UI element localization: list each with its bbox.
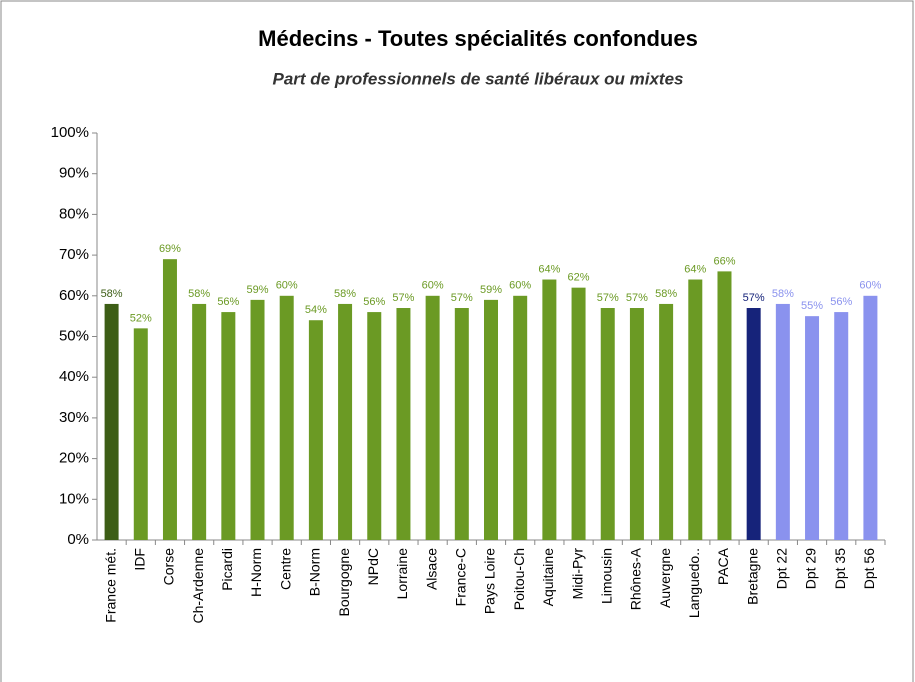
x-tick-label: Poitou-Ch xyxy=(511,548,527,610)
value-label: 56% xyxy=(363,296,385,308)
value-label: 56% xyxy=(217,296,239,308)
value-label: 57% xyxy=(451,292,473,304)
x-tick-label: Dpt 29 xyxy=(803,548,819,589)
x-tick-label: Centre xyxy=(277,548,293,590)
value-label: 60% xyxy=(422,280,444,292)
value-label: 57% xyxy=(743,292,765,304)
y-tick-label: 10% xyxy=(59,490,89,507)
bar xyxy=(542,279,557,540)
value-label: 64% xyxy=(684,263,706,275)
bar xyxy=(221,312,236,540)
value-label: 60% xyxy=(859,280,881,292)
bar xyxy=(425,295,440,540)
x-tick-label: Dpt 22 xyxy=(774,548,790,589)
y-tick-label: 60% xyxy=(59,287,89,304)
bar xyxy=(104,303,119,540)
value-label: 58% xyxy=(772,288,794,300)
x-tick-label: H-Norm xyxy=(248,548,264,597)
value-label: 60% xyxy=(276,280,298,292)
x-tick-label: Aquitaine xyxy=(540,548,556,607)
value-label: 69% xyxy=(159,243,181,255)
bar xyxy=(396,308,411,540)
bar xyxy=(659,303,674,540)
bar xyxy=(367,312,382,540)
value-label: 58% xyxy=(655,288,677,300)
x-tick-label: Rhônes-A xyxy=(628,547,644,610)
value-label: 57% xyxy=(597,292,619,304)
bar xyxy=(192,303,207,540)
y-tick-label: 70% xyxy=(59,246,89,263)
y-tick-label: 50% xyxy=(59,327,89,344)
x-tick-label: France-C xyxy=(453,548,469,606)
x-tick-label: B-Norm xyxy=(307,548,323,596)
y-tick-label: 0% xyxy=(67,531,89,548)
value-label: 58% xyxy=(188,288,210,300)
x-tick-label: Languedo.. xyxy=(686,548,702,618)
value-label: 60% xyxy=(509,280,531,292)
x-tick-label: Dpt 35 xyxy=(832,548,848,589)
x-tick-label: Midi-Pyr xyxy=(569,548,585,600)
chart-subtitle: Part de professionnels de santé libéraux… xyxy=(273,69,684,88)
x-tick-label: Ch-Ardenne xyxy=(190,548,206,624)
x-tick-label: Alsace xyxy=(423,548,439,590)
x-tick-label: NPdC xyxy=(365,548,381,585)
bar xyxy=(454,308,469,540)
value-label: 58% xyxy=(334,288,356,300)
x-tick-label: Pays Loire xyxy=(482,548,498,614)
x-tick-label: Bretagne xyxy=(744,548,760,605)
x-tick-label: IDF xyxy=(131,548,147,571)
x-tick-label: Corse xyxy=(161,548,177,586)
x-tick-label: Auvergne xyxy=(657,548,673,608)
bar xyxy=(308,320,323,540)
y-tick-label: 20% xyxy=(59,450,89,467)
bar xyxy=(250,299,265,540)
bar xyxy=(688,279,703,540)
x-tick-label: Bourgogne xyxy=(336,548,352,617)
bar xyxy=(162,259,177,540)
value-label: 58% xyxy=(101,288,123,300)
bar xyxy=(484,299,498,540)
bar xyxy=(571,287,586,540)
bar xyxy=(805,316,820,540)
value-label: 64% xyxy=(538,263,560,275)
value-label: 62% xyxy=(568,272,590,284)
bar xyxy=(133,328,148,540)
chart-title: Médecins - Toutes spécialités confondues xyxy=(258,26,698,51)
bar xyxy=(513,295,528,540)
x-tick-label: Lorraine xyxy=(394,548,410,600)
value-label: 66% xyxy=(713,255,735,267)
bar xyxy=(629,308,644,540)
value-label: 57% xyxy=(626,292,648,304)
x-tick-label: Picardi xyxy=(219,548,235,591)
value-label: 55% xyxy=(801,300,823,312)
bar xyxy=(338,303,353,540)
value-label: 57% xyxy=(392,292,414,304)
x-tick-label: PACA xyxy=(715,547,731,585)
x-tick-label: France mét. xyxy=(102,548,118,623)
value-label: 59% xyxy=(480,284,502,296)
x-tick-label: Limousin xyxy=(598,548,614,604)
value-label: 56% xyxy=(830,296,852,308)
bar xyxy=(600,308,615,540)
y-tick-label: 30% xyxy=(59,409,89,426)
y-tick-label: 40% xyxy=(59,368,89,385)
bar xyxy=(746,308,761,540)
bar xyxy=(863,295,878,540)
bar xyxy=(775,303,790,540)
bar xyxy=(834,312,849,540)
x-tick-label: Dpt 56 xyxy=(861,548,877,589)
bar xyxy=(717,271,732,540)
bar xyxy=(279,295,294,540)
y-tick-label: 100% xyxy=(51,124,89,141)
value-label: 52% xyxy=(130,312,152,324)
value-label: 59% xyxy=(247,284,269,296)
y-tick-label: 90% xyxy=(59,165,89,182)
y-tick-label: 80% xyxy=(59,205,89,222)
value-label: 54% xyxy=(305,304,327,316)
